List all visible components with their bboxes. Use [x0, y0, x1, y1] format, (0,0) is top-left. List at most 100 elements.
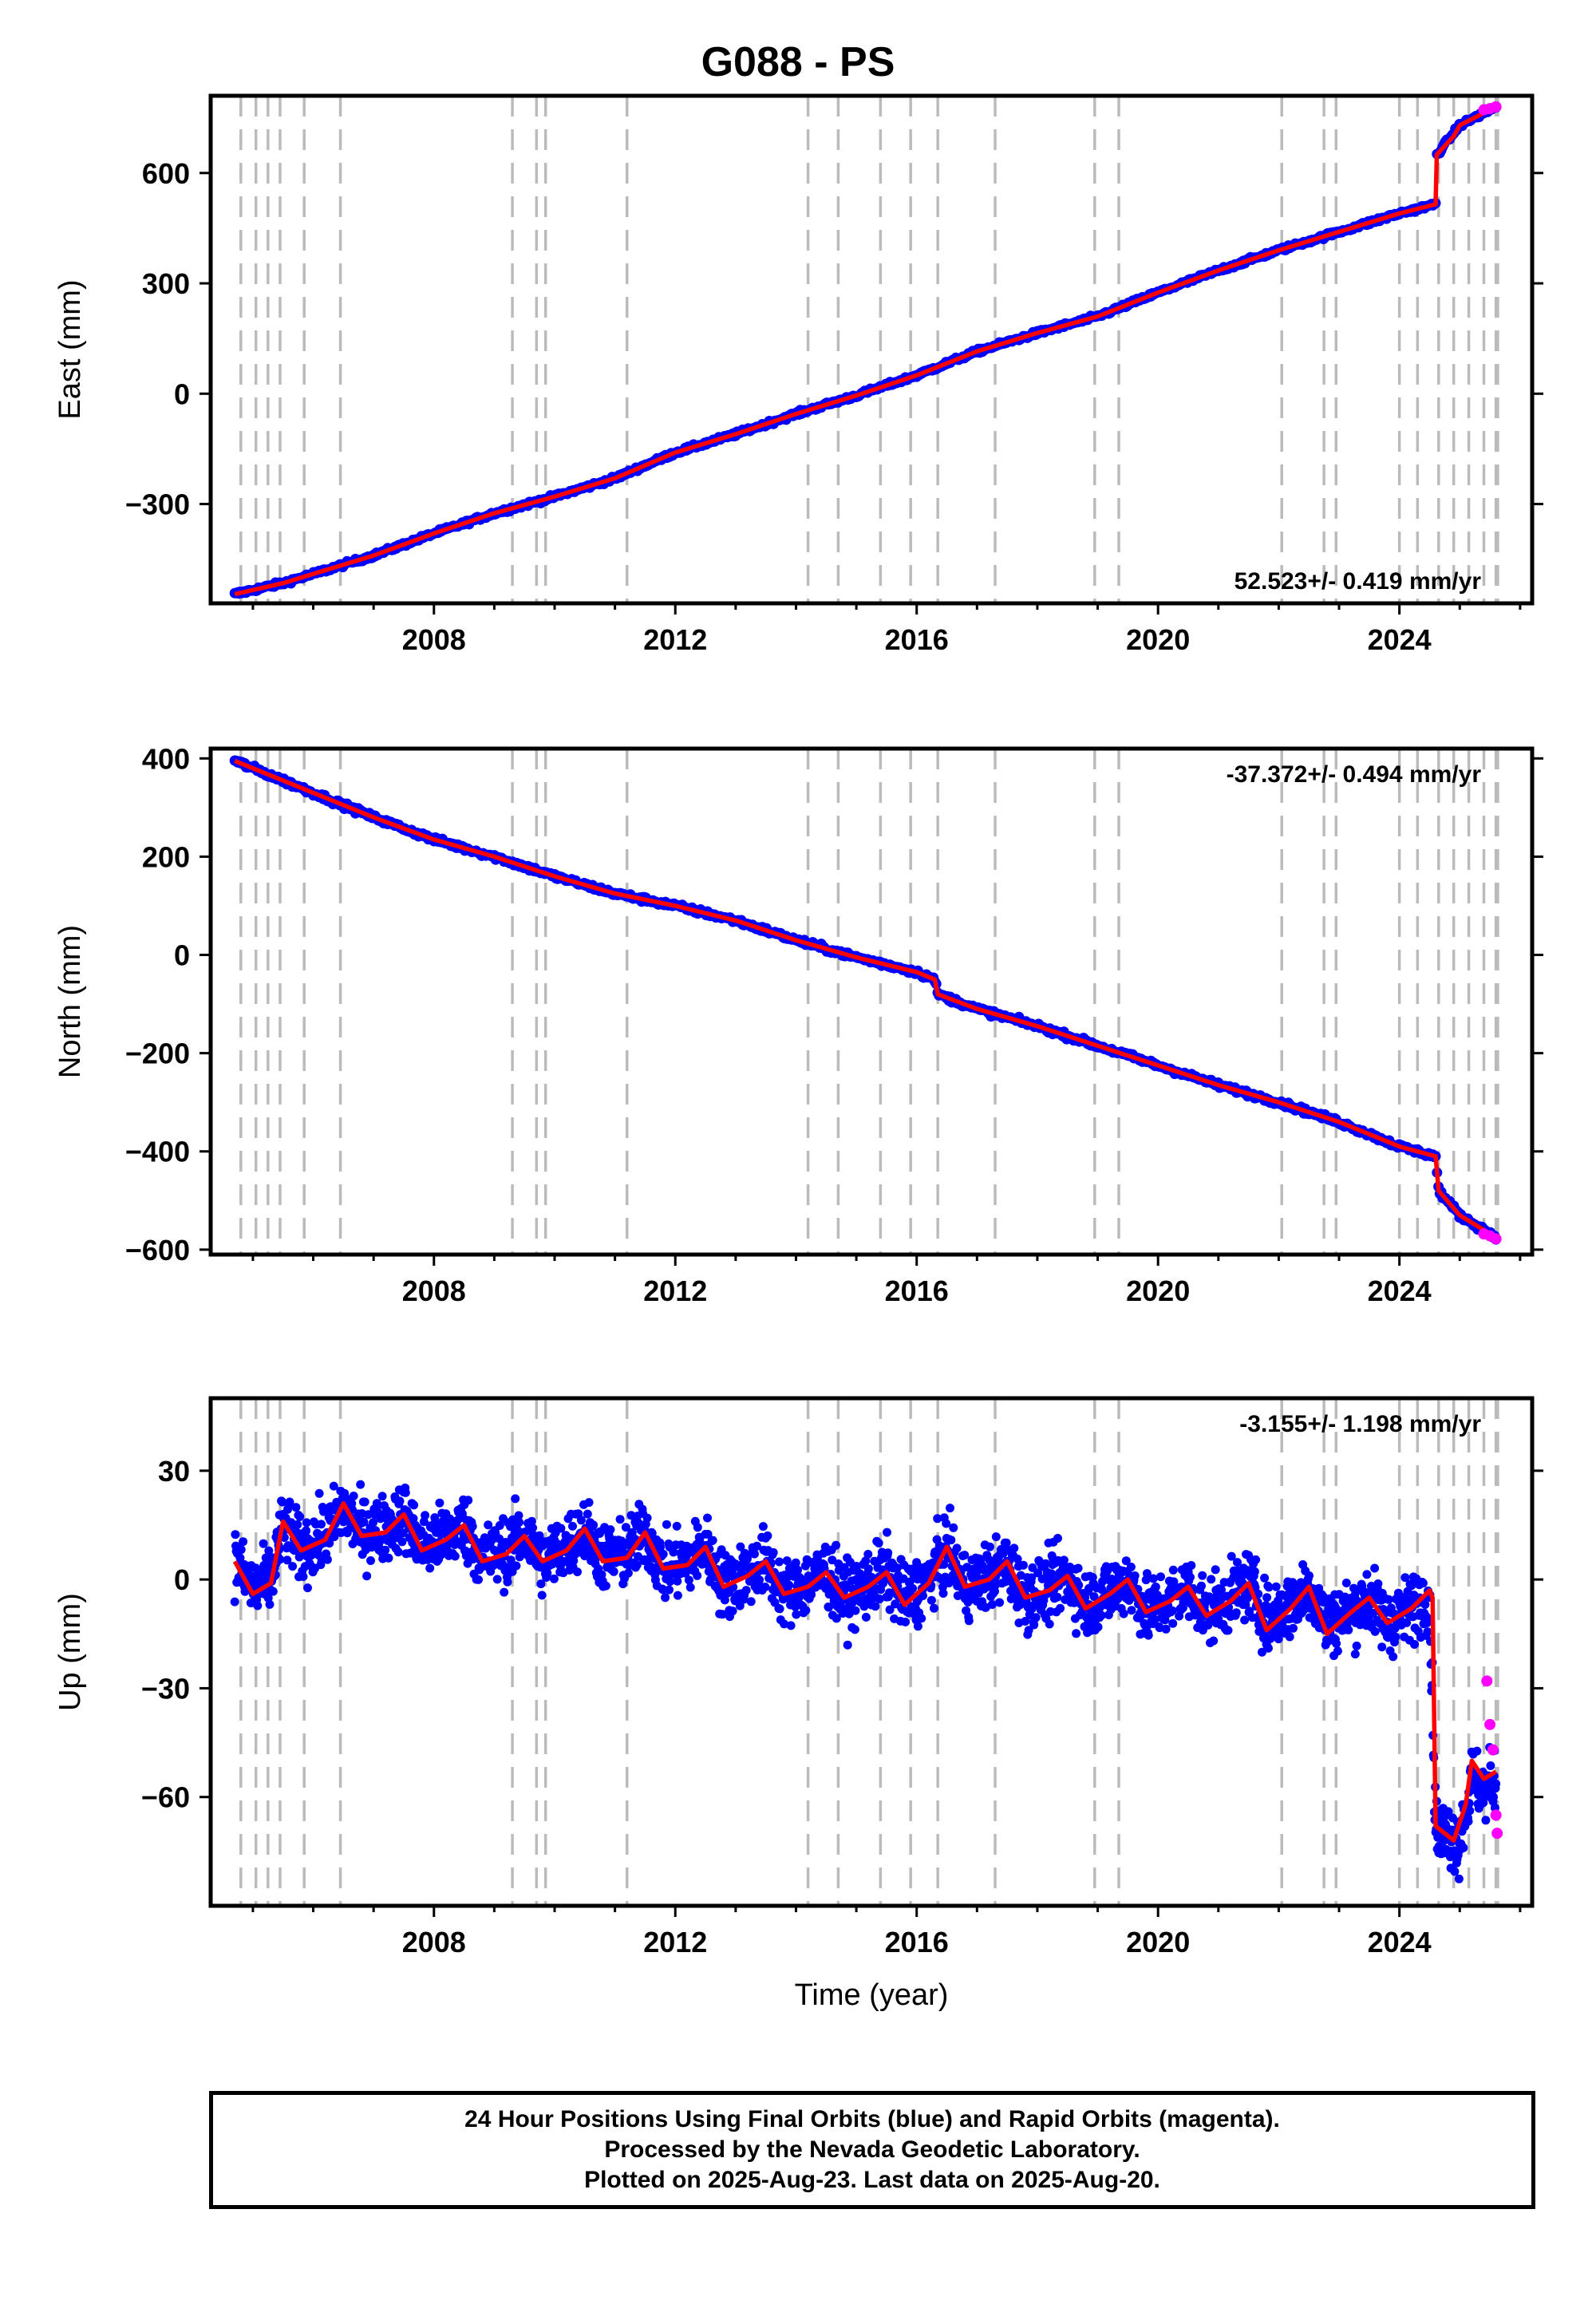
step-lines [239, 749, 1499, 1255]
data-point [1186, 1572, 1195, 1582]
data-point [775, 1604, 784, 1614]
data-point [1305, 1571, 1314, 1580]
data-point [1263, 1643, 1273, 1653]
data-point [265, 1599, 275, 1609]
data-point [264, 1546, 274, 1555]
data-point [1357, 1581, 1367, 1591]
data-point [1217, 1585, 1226, 1595]
data-point [1053, 1534, 1062, 1543]
footer-box: 24 Hour Positions Using Final Orbits (bl… [209, 2091, 1535, 2209]
data-point [883, 1548, 893, 1558]
data-point [1464, 1816, 1473, 1826]
data-point [615, 1515, 625, 1524]
x-tick-label: 2020 [1126, 623, 1190, 656]
data-point [1045, 1619, 1054, 1629]
data-point [918, 1591, 927, 1600]
x-tick-label: 2024 [1368, 1926, 1432, 1958]
data-point [492, 1575, 502, 1584]
rapid-point [1490, 1809, 1502, 1821]
data-point [1018, 1560, 1028, 1570]
data-point [623, 1568, 633, 1578]
data-point [952, 1543, 962, 1553]
data-point [685, 1583, 695, 1592]
data-point [298, 1572, 308, 1581]
data-point [288, 1562, 298, 1571]
x-tick-label: 2024 [1368, 1275, 1432, 1307]
data-point [1486, 1761, 1495, 1770]
data-point [874, 1539, 883, 1547]
data-point [527, 1516, 536, 1526]
data-point [861, 1556, 871, 1566]
data-point [302, 1518, 311, 1528]
data-point [1211, 1565, 1220, 1575]
data-point [435, 1498, 444, 1508]
data-point [1362, 1570, 1372, 1579]
data-point [665, 1585, 674, 1595]
data-point [1393, 1588, 1403, 1598]
data-point [832, 1614, 841, 1623]
plot-frame [208, 746, 1535, 1257]
data-point [669, 1547, 678, 1557]
data-point [349, 1492, 358, 1500]
data-point [1479, 1798, 1488, 1808]
data-point [658, 1585, 668, 1595]
data-point [987, 1600, 997, 1609]
data-point [372, 1499, 381, 1508]
data-point [490, 1546, 500, 1555]
data-point [792, 1610, 801, 1619]
footer-line-1: 24 Hour Positions Using Final Orbits (bl… [464, 2106, 1280, 2132]
y-tick-label: 30 [158, 1455, 190, 1488]
data-point [583, 1509, 592, 1519]
data-point [717, 1610, 727, 1619]
data-point [606, 1525, 615, 1535]
data-point [1093, 1622, 1103, 1632]
y-tick-label: −200 [125, 1037, 190, 1070]
data-point [666, 1577, 675, 1587]
data-point [883, 1528, 891, 1537]
data-point [672, 1521, 681, 1531]
data-point [991, 1532, 1001, 1542]
data-point [1151, 1583, 1160, 1591]
velocity-label: -3.155+/- 1.198 mm/yr [1239, 1411, 1481, 1437]
data-point [891, 1599, 900, 1609]
data-point [1332, 1638, 1341, 1648]
data-point [295, 1512, 305, 1521]
data-point [584, 1498, 594, 1508]
data-point [946, 1504, 954, 1513]
data-point [484, 1520, 493, 1530]
data-point [960, 1551, 970, 1560]
data-point [377, 1492, 387, 1501]
data-point [1001, 1538, 1011, 1547]
data-point [1391, 1632, 1400, 1642]
data-point [282, 1555, 292, 1565]
rapid-point [1490, 101, 1502, 113]
data-point [851, 1606, 860, 1615]
chart-title: G088 - PS [701, 39, 895, 85]
data-point [514, 1511, 523, 1520]
y-tick-label: 600 [142, 157, 190, 190]
data-point [536, 1579, 546, 1589]
data-point [780, 1619, 789, 1629]
x-tick-label: 2012 [643, 623, 707, 656]
data-point [1047, 1569, 1057, 1579]
x-tick-label: 2012 [643, 1926, 707, 1958]
data-point [314, 1488, 324, 1498]
data-point [1059, 1555, 1069, 1565]
east-panel: −300 0 300 600 2008 2012 2016 2020 2024 East (mm)… [53, 93, 1543, 656]
data-point [291, 1503, 301, 1512]
data-point [1350, 1650, 1360, 1659]
data-point [495, 1521, 504, 1530]
data-point [450, 1551, 460, 1561]
data-point [693, 1523, 702, 1532]
data-point [1254, 1589, 1263, 1599]
footer-line-2: Processed by the Nevada Geodetic Laborat… [604, 2136, 1140, 2163]
data-point [230, 1597, 239, 1607]
data-point [626, 1511, 636, 1520]
data-point [1150, 1614, 1159, 1624]
data-point [409, 1500, 419, 1510]
data-point [1096, 1611, 1106, 1620]
data-point [735, 1601, 745, 1611]
data-point [658, 1549, 668, 1559]
data-point [917, 1614, 926, 1623]
data-point [942, 1519, 951, 1528]
